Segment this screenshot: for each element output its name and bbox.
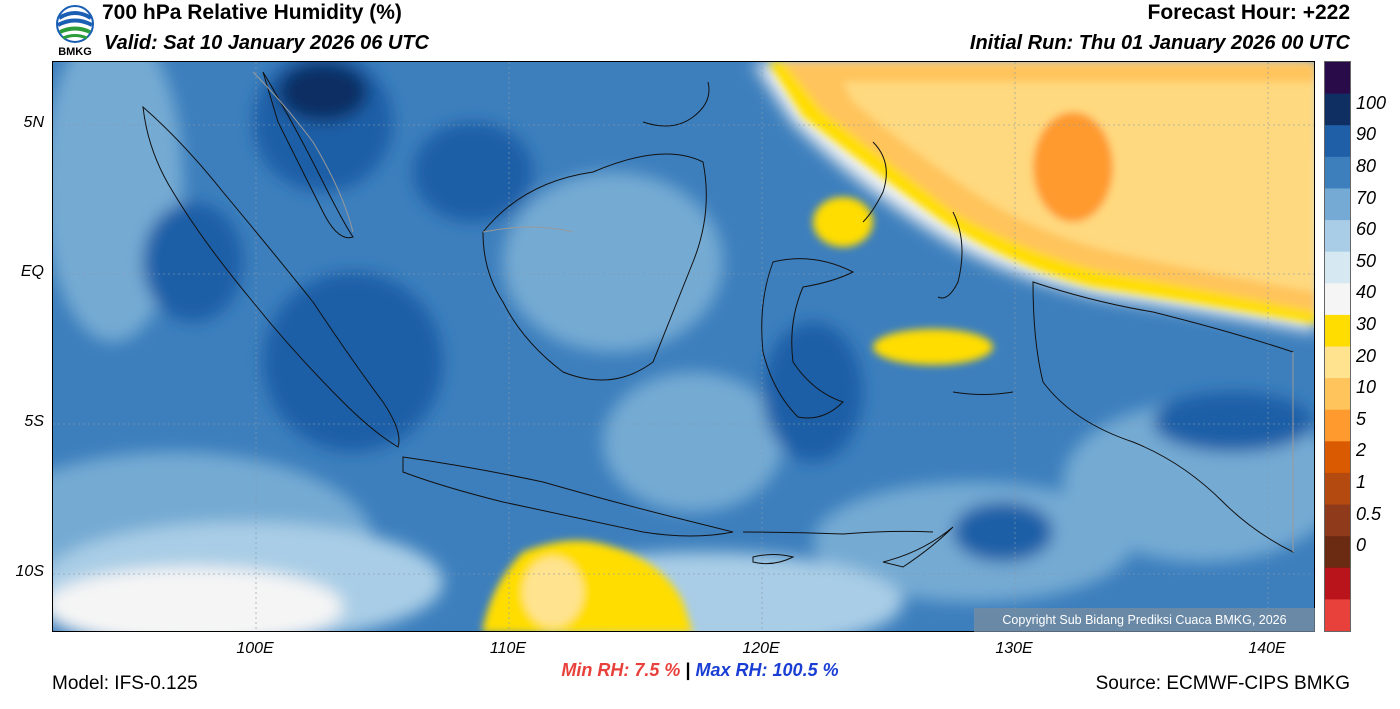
- colorbar-label: 10: [1356, 377, 1377, 398]
- colorbar-label: 100: [1356, 92, 1387, 113]
- logo-text: BMKG: [58, 46, 92, 58]
- colorbar-swatch: [1325, 93, 1350, 126]
- y-label-eq: EQ: [20, 263, 44, 280]
- colorbar-swatch: [1325, 62, 1350, 95]
- colorbar-label: 40: [1356, 282, 1377, 303]
- colorbar-label: 60: [1356, 219, 1377, 240]
- colorbar-swatch: [1325, 504, 1350, 537]
- colorbar-label: 90: [1356, 124, 1377, 145]
- colorbar-label: 80: [1356, 155, 1377, 176]
- humidity-map-svg: [53, 62, 1314, 631]
- bmkg-logo: [52, 2, 98, 58]
- valid-time: Valid: Sat 10 January 2026 06 UTC: [104, 32, 429, 54]
- colorbar-swatch: [1325, 188, 1350, 221]
- colorbar-label: 5: [1356, 408, 1367, 429]
- colorbar-label: 20: [1356, 345, 1377, 366]
- max-rh-value: 100.5 %: [772, 660, 839, 680]
- colorbar-label: 70: [1356, 187, 1377, 208]
- x-label-140e: 140E: [1248, 640, 1286, 657]
- colorbar: [1324, 61, 1351, 632]
- chart-title: 700 hPa Relative Humidity (%): [102, 1, 402, 24]
- x-label-120e: 120E: [742, 640, 780, 657]
- colorbar-swatch: [1325, 220, 1350, 253]
- y-label-10s: 10S: [15, 563, 44, 580]
- colorbar-label: 0.5: [1356, 503, 1382, 524]
- colorbar-swatch: [1325, 251, 1350, 284]
- colorbar-swatch: [1325, 314, 1350, 348]
- min-rh-label: Min RH:: [561, 660, 630, 680]
- colorbar-label: 0: [1356, 535, 1367, 556]
- data-source: Source: ECMWF-CIPS BMKG: [1095, 673, 1350, 694]
- stats-separator: |: [685, 660, 691, 680]
- min-max-stats: Min RH: 7.5 % | Max RH: 100.5 %: [0, 660, 1400, 681]
- x-label-110e: 110E: [489, 640, 527, 657]
- copyright-notice: Copyright Sub Bidang Prediksi Cuaca BMKG…: [974, 608, 1315, 632]
- initial-run: Initial Run: Thu 01 January 2026 00 UTC: [969, 32, 1350, 54]
- colorbar-label: 50: [1356, 250, 1377, 271]
- colorbar-swatch: [1325, 536, 1350, 569]
- x-label-130e: 130E: [995, 640, 1033, 657]
- colorbar-swatch: [1325, 599, 1350, 632]
- x-label-100e: 100E: [236, 640, 274, 657]
- colorbar-label: 2: [1356, 440, 1367, 461]
- colorbar-swatch: [1325, 378, 1350, 411]
- forecast-hour: Forecast Hour: +222: [1147, 1, 1351, 24]
- colorbar-swatch: [1325, 125, 1350, 158]
- humidity-map: [52, 61, 1315, 632]
- max-rh-label: Max RH:: [695, 660, 768, 680]
- colorbar-swatch: [1325, 567, 1350, 600]
- colorbar-svg: [1325, 62, 1350, 632]
- colorbar-label: 30: [1356, 314, 1377, 334]
- min-rh-value: 7.5 %: [634, 660, 681, 680]
- colorbar-swatch: [1325, 472, 1350, 506]
- colorbar-swatch: [1325, 409, 1350, 442]
- colorbar-swatch: [1325, 156, 1350, 190]
- y-label-5s: 5S: [24, 413, 44, 430]
- colorbar-swatch: [1325, 283, 1350, 316]
- colorbar-swatch: [1325, 441, 1350, 474]
- model-name: Model: IFS-0.125: [52, 673, 198, 694]
- colorbar-swatch: [1325, 346, 1350, 379]
- y-label-5n: 5N: [23, 114, 44, 131]
- colorbar-label: 1: [1356, 472, 1367, 492]
